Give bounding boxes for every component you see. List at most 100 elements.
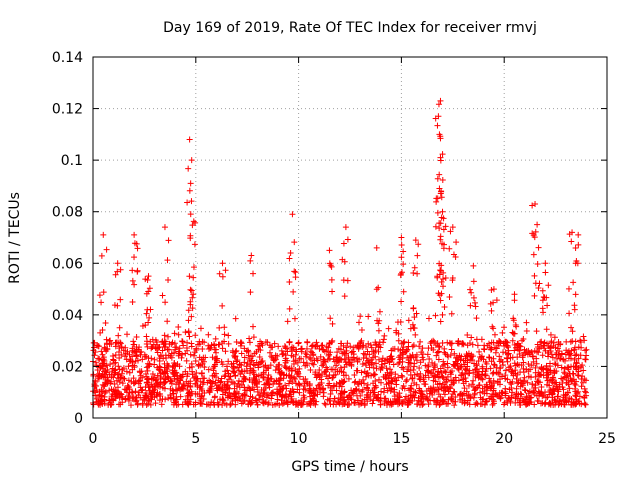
roti-point [187, 180, 194, 187]
roti-point [365, 340, 372, 347]
roti-point [343, 350, 350, 357]
roti-point [291, 239, 298, 246]
roti-point [470, 377, 477, 384]
roti-point [329, 387, 336, 394]
roti-point [221, 324, 228, 331]
roti-point [112, 343, 119, 350]
roti-point [334, 358, 341, 365]
roti-point [490, 299, 497, 306]
roti-point [464, 342, 471, 349]
roti-point [145, 319, 152, 326]
roti-point [571, 306, 578, 313]
roti-point [167, 385, 174, 392]
roti-point [148, 381, 155, 388]
roti-point [152, 400, 159, 407]
roti-point [198, 401, 205, 408]
roti-point [138, 368, 145, 375]
roti-point [313, 374, 320, 381]
roti-point [463, 367, 470, 374]
roti-point [487, 365, 494, 372]
roti-point [292, 376, 299, 382]
roti-point [100, 383, 107, 390]
roti-point [296, 365, 303, 372]
roti-point [513, 385, 520, 392]
roti-point [358, 369, 365, 376]
roti-point [102, 379, 109, 386]
roti-point [267, 362, 274, 369]
roti-point [561, 401, 568, 408]
roti-point [238, 350, 245, 357]
roti-point [320, 389, 327, 396]
roti-point [205, 345, 212, 352]
roti-point [254, 388, 261, 395]
roti-point [576, 393, 583, 400]
roti-point [133, 352, 140, 359]
roti-point [516, 347, 523, 354]
roti-point [122, 395, 129, 402]
roti-point [436, 185, 443, 192]
roti-point [416, 375, 423, 382]
roti-point [449, 390, 456, 397]
roti-point [577, 337, 584, 344]
roti-point [542, 399, 549, 406]
roti-point [538, 365, 545, 372]
roti-point [220, 397, 227, 404]
roti-point [545, 353, 552, 360]
roti-point [495, 369, 502, 376]
roti-point [479, 376, 486, 383]
roti-point [519, 354, 526, 361]
roti-point [554, 393, 561, 400]
roti-point [575, 231, 582, 238]
roti-point [210, 378, 217, 385]
roti-point [447, 385, 454, 392]
roti-point [350, 344, 357, 351]
roti-point [99, 351, 106, 358]
roti-point [124, 331, 131, 338]
roti-point [180, 342, 187, 349]
roti-point [201, 339, 208, 346]
roti-point [139, 387, 146, 394]
roti-point [131, 231, 138, 238]
roti-point [459, 340, 466, 347]
roti-point [507, 363, 514, 370]
roti-point [134, 401, 141, 408]
roti-point [354, 397, 361, 404]
roti-point [340, 240, 347, 247]
roti-point [448, 377, 455, 384]
roti-point [482, 398, 489, 405]
roti-point [161, 343, 168, 350]
roti-point [247, 289, 254, 296]
roti-point [251, 371, 258, 378]
roti-point [381, 395, 388, 402]
roti-point [189, 305, 196, 312]
roti-point [212, 335, 219, 342]
roti-point [419, 345, 426, 352]
roti-point [424, 351, 431, 358]
roti-point [440, 396, 447, 403]
roti-point [362, 351, 369, 358]
roti-point [371, 370, 378, 377]
roti-point [329, 374, 336, 381]
roti-point [464, 331, 471, 338]
roti-point [439, 275, 446, 282]
roti-point [575, 355, 582, 362]
roti-point [115, 363, 122, 370]
roti-point [364, 369, 371, 376]
roti-point [145, 288, 152, 295]
roti-point [414, 252, 421, 259]
roti-point [373, 244, 380, 251]
roti-point [572, 388, 579, 395]
roti-point [334, 349, 341, 356]
roti-point [205, 331, 212, 338]
roti-point [290, 288, 297, 295]
roti-point [496, 353, 503, 360]
roti-point [144, 276, 151, 283]
roti-point [412, 331, 419, 338]
roti-point [543, 326, 550, 333]
roti-point [511, 347, 518, 354]
roti-point [131, 281, 138, 288]
roti-point [116, 354, 123, 361]
roti-point [510, 372, 517, 379]
roti-point [173, 393, 180, 400]
roti-point [480, 356, 487, 363]
